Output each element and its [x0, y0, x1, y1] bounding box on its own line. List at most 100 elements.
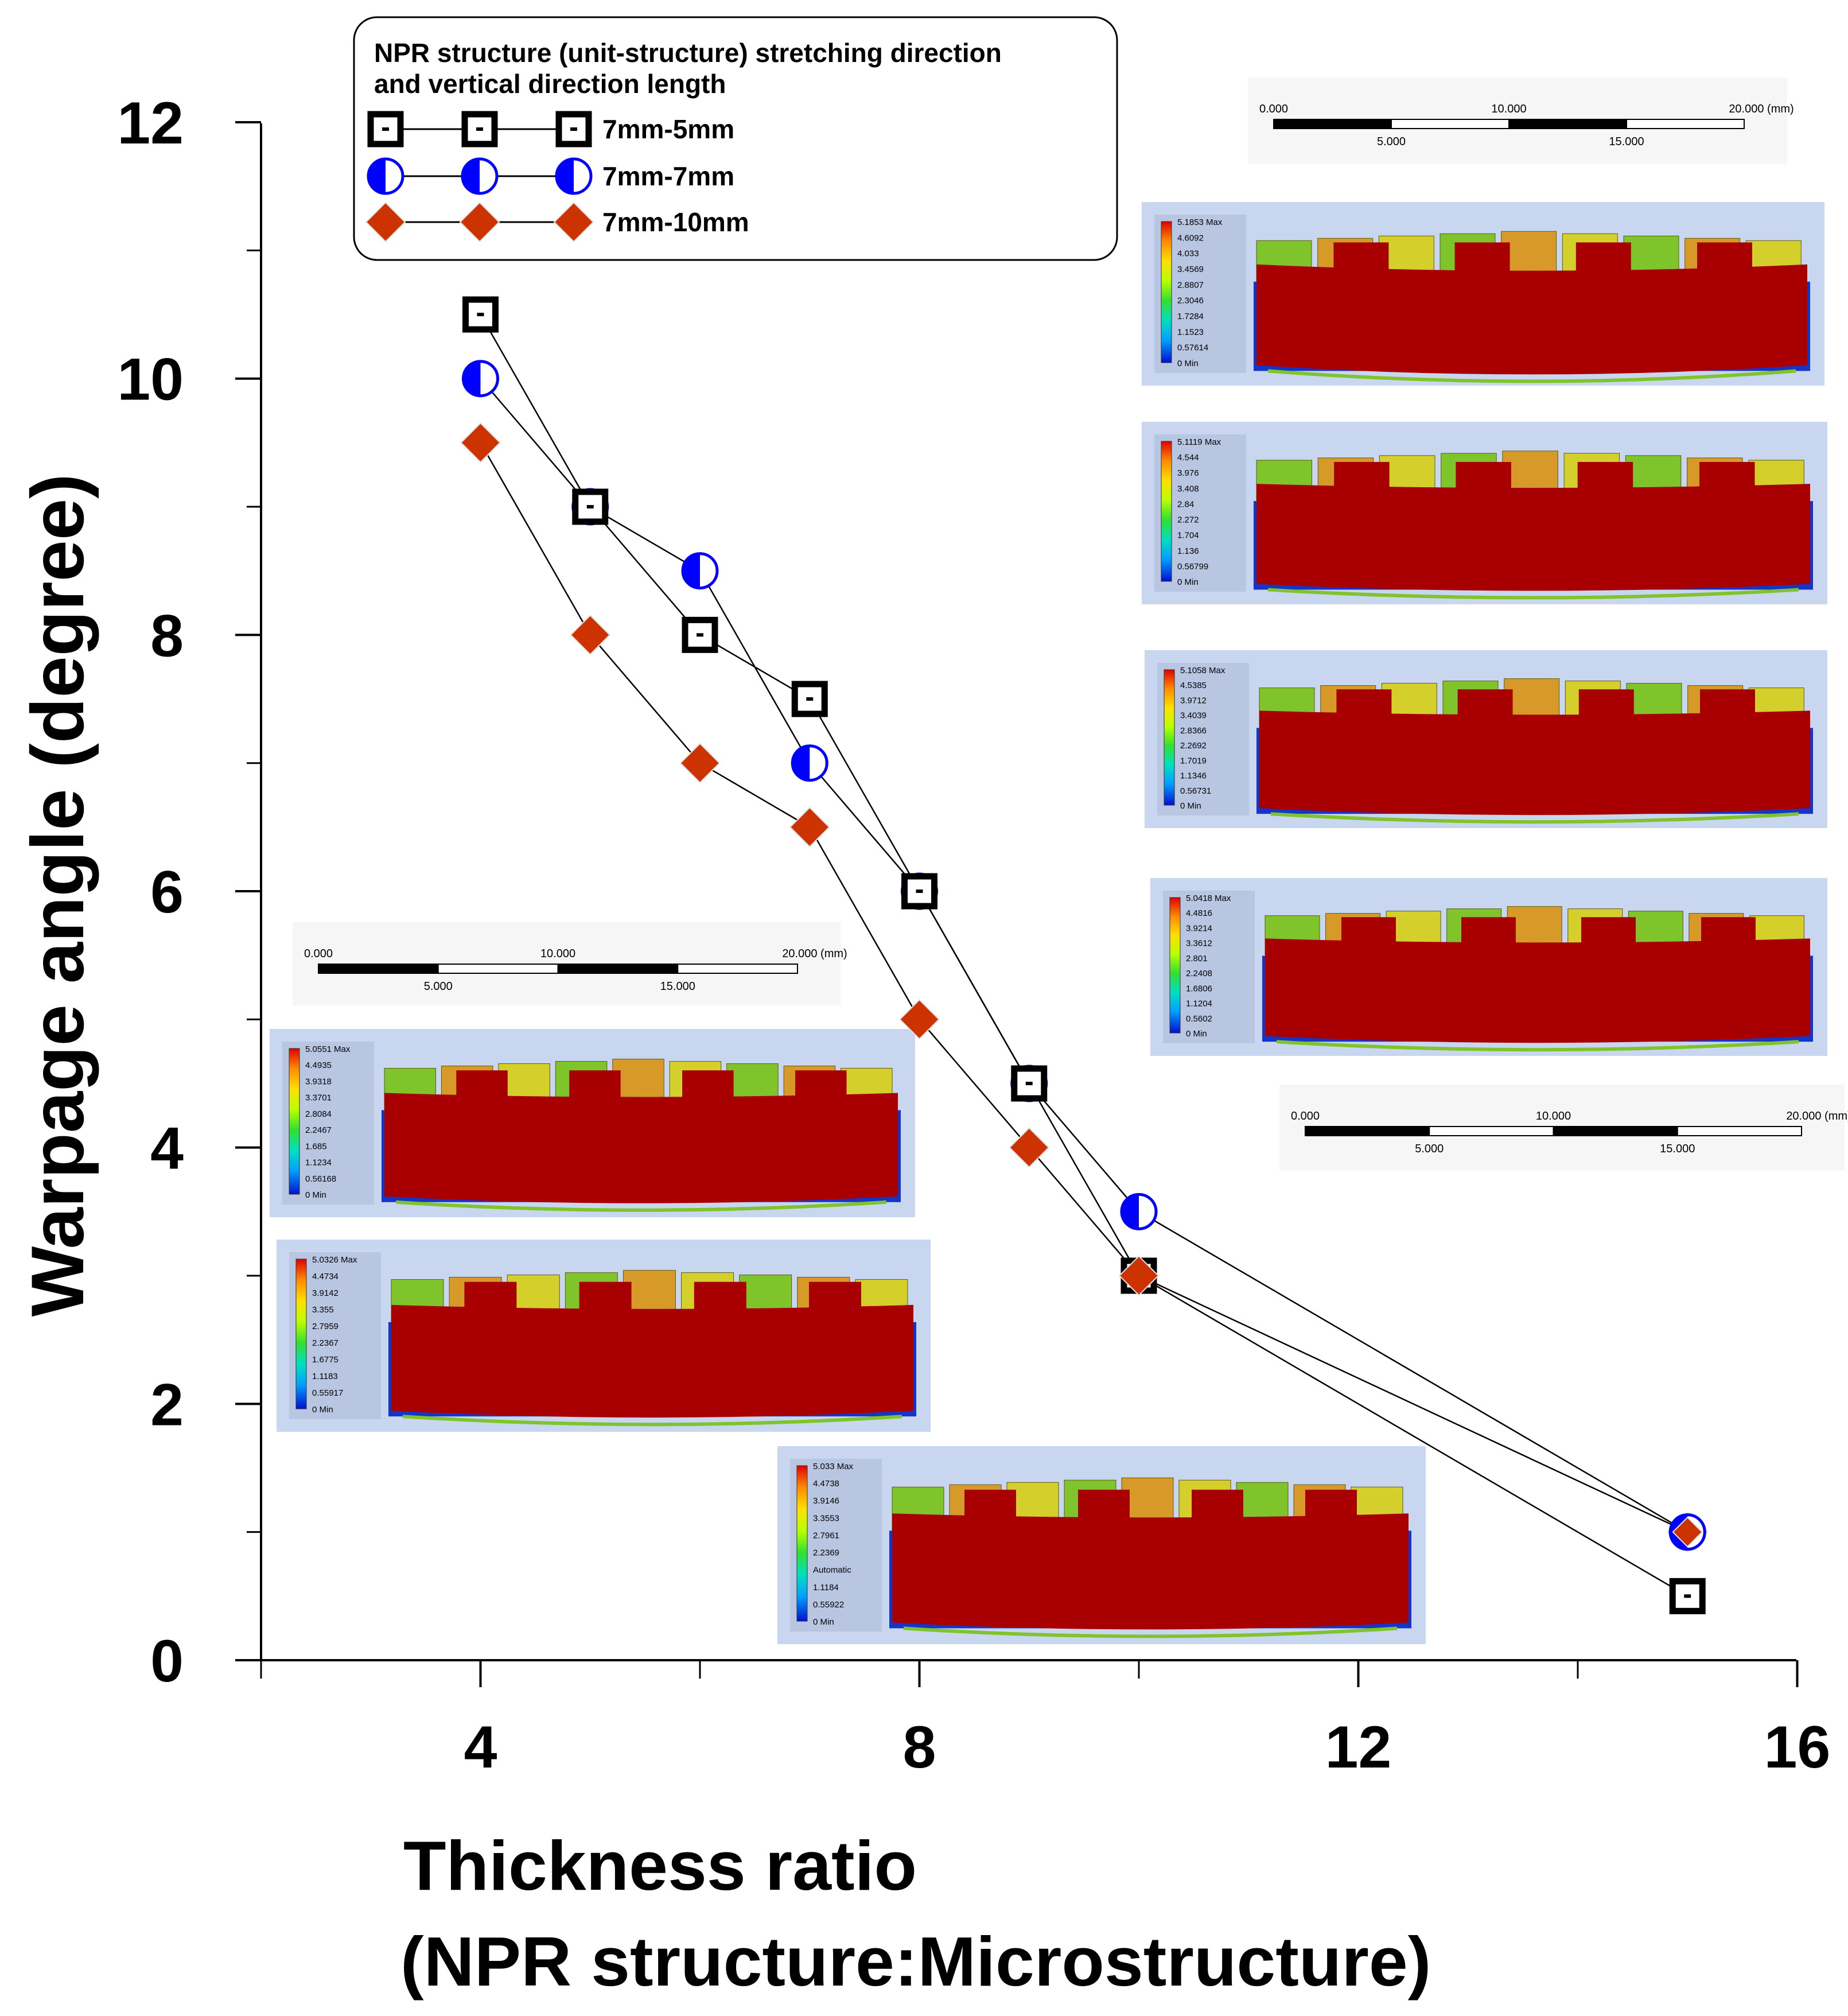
legend-title-line2: and vertical direction length [374, 69, 726, 99]
scale-bar-segment [1305, 1126, 1430, 1136]
inset-legend-value: 5.0418 Max [1186, 894, 1231, 903]
diamond-marker-icon [460, 422, 501, 463]
inset-legend-value: 2.8807 [1177, 280, 1204, 290]
inset-legend-value: 0.5602 [1186, 1014, 1212, 1024]
inset-colorbar [289, 1048, 300, 1195]
scale-bar-segment [557, 964, 679, 974]
diamond-marker-icon [1672, 1516, 1703, 1548]
x-tick-label: 12 [1325, 1714, 1392, 1781]
inset-legend-value: 1.136 [1177, 546, 1199, 556]
fea-inset: 5.0326 Max 4.4734 3.9142 3.355 2.7959 2.2367 1… [277, 1240, 931, 1432]
inset-colorbar [796, 1465, 808, 1622]
inset-legend-value: 1.1523 [1177, 327, 1204, 337]
fea-inset: 5.1119 Max 4.544 3.976 3.408 2.84 2.272 1.704 1… [1142, 422, 1827, 604]
half-circle-marker-fill [683, 553, 700, 588]
x-axis-title-line2: (NPR structure:Microstructure) [400, 1922, 1431, 2001]
inset-colorbar [1161, 441, 1172, 582]
inset-legend-value: 3.3553 [813, 1513, 839, 1523]
scale-bar-segment [1553, 1126, 1678, 1136]
fea-inset: 5.033 Max 4.4738 3.9146 3.3553 2.7961 2.2369 A… [777, 1446, 1426, 1644]
inset-legend-value: 1.1346 [1180, 771, 1207, 781]
scale-bar-segment [1273, 119, 1392, 129]
legend-marker [459, 201, 500, 243]
scale-label: 5.000 [424, 980, 453, 993]
inset-legend-value: 4.544 [1177, 453, 1199, 463]
inset-legend-value: 3.3612 [1186, 939, 1212, 949]
scale-bar-segment [677, 964, 798, 974]
square-marker-center [476, 127, 483, 131]
scale-label: 10.000 [540, 947, 575, 960]
legend-marker [553, 201, 594, 243]
data-point [460, 422, 501, 463]
inset-legend-value: 4.6092 [1177, 233, 1204, 243]
inset-legend-value: 1.7019 [1180, 756, 1207, 766]
legend-label: 7mm-10mm [602, 207, 749, 237]
x-tick-label: 4 [464, 1714, 497, 1781]
legend-marker [365, 201, 406, 243]
inset-npr-cell [612, 1058, 664, 1101]
square-marker-center [916, 889, 923, 894]
inset-legend-value: 2.3046 [1177, 296, 1204, 306]
scale-label: 20.000 (mm) [1729, 103, 1793, 115]
inset-legend-value: 0 Min [1180, 801, 1201, 811]
inset-legend-value: 1.1183 [312, 1372, 338, 1381]
y-tick-label: 2 [150, 1372, 184, 1438]
series-line [480, 314, 1688, 1597]
diamond-marker-icon [570, 614, 611, 655]
square-marker-icon [461, 111, 498, 147]
square-marker-center [1025, 1082, 1033, 1086]
series-line [480, 442, 1688, 1533]
inset-legend-value: 2.2367 [312, 1338, 339, 1348]
legend-title-line1: NPR structure (unit-structure) stretchin… [374, 38, 1002, 68]
half-circle-marker-fill [462, 159, 480, 193]
y-tick-label: 4 [150, 1116, 184, 1182]
axis-ticks: 0 2 4 6 8 10 12 4 8 12 16 [117, 90, 1830, 1781]
diamond-marker-icon [899, 999, 940, 1040]
inset-legend-value: 3.4569 [1177, 265, 1204, 274]
inset-colorbar [1169, 897, 1181, 1034]
data-point [1120, 1192, 1158, 1230]
data-point [679, 743, 721, 784]
y-tick-label: 6 [150, 859, 184, 926]
legend-box [353, 16, 1118, 261]
square-marker-center [1684, 1594, 1691, 1598]
inset-legend-value: 3.9146 [813, 1496, 839, 1506]
inset-legend-value: 4.4738 [813, 1479, 839, 1489]
series-line [480, 378, 1688, 1533]
fea-insets: 0.000 10.000 20.000 (mm) 5.000 15.000 0.000 10… [270, 77, 1848, 1644]
scale-bar-segment [1626, 119, 1745, 129]
inset-legend-value: 1.1184 [813, 1583, 839, 1592]
inset-legend-value: 5.1119 Max [1177, 437, 1221, 447]
inset-legend-value: 1.685 [305, 1141, 327, 1151]
fea-inset: 5.0418 Max 4.4816 3.9214 3.3612 2.801 2.2408 1… [1150, 878, 1827, 1056]
inset-slab [384, 1093, 898, 1203]
x-axis-title: Thickness ratio [403, 1827, 917, 1905]
data-point [570, 614, 611, 655]
inset-legend-value: 3.9712 [1180, 696, 1207, 705]
x-tick-label: 16 [1764, 1714, 1831, 1781]
inset-legend-value: 2.2467 [305, 1125, 332, 1135]
inset-bottom-edge [903, 1626, 1398, 1638]
inset-legend-value: 3.3701 [305, 1093, 332, 1103]
inset-bottom-edge [395, 1200, 887, 1212]
inset-legend-value: 3.9318 [305, 1077, 332, 1086]
inset-legend-value: 1.1204 [1186, 999, 1212, 1009]
legend-marker [367, 157, 404, 195]
inset-legend-value: 3.4039 [1180, 711, 1207, 721]
inset-slab [892, 1513, 1409, 1630]
inset-legend-value: 5.1058 Max [1180, 666, 1225, 675]
legend-label: 7mm-7mm [602, 161, 734, 191]
square-marker-center [586, 505, 594, 509]
inset-slab [1259, 710, 1810, 815]
square-marker-center [806, 697, 814, 701]
scale-label: 5.000 [1415, 1143, 1444, 1155]
inset-legend-value: 1.704 [1177, 531, 1199, 541]
data-point [462, 296, 499, 333]
x-tick-label: 8 [903, 1714, 936, 1781]
inset-slab [1256, 264, 1807, 375]
scale-bar-top: 0.000 10.000 20.000 (mm) 5.000 15.000 [1248, 77, 1794, 164]
inset-legend-value: 2.2408 [1186, 969, 1212, 978]
inset-legend-value: 5.033 Max [813, 1462, 854, 1471]
scale-bar-segment [437, 964, 559, 974]
